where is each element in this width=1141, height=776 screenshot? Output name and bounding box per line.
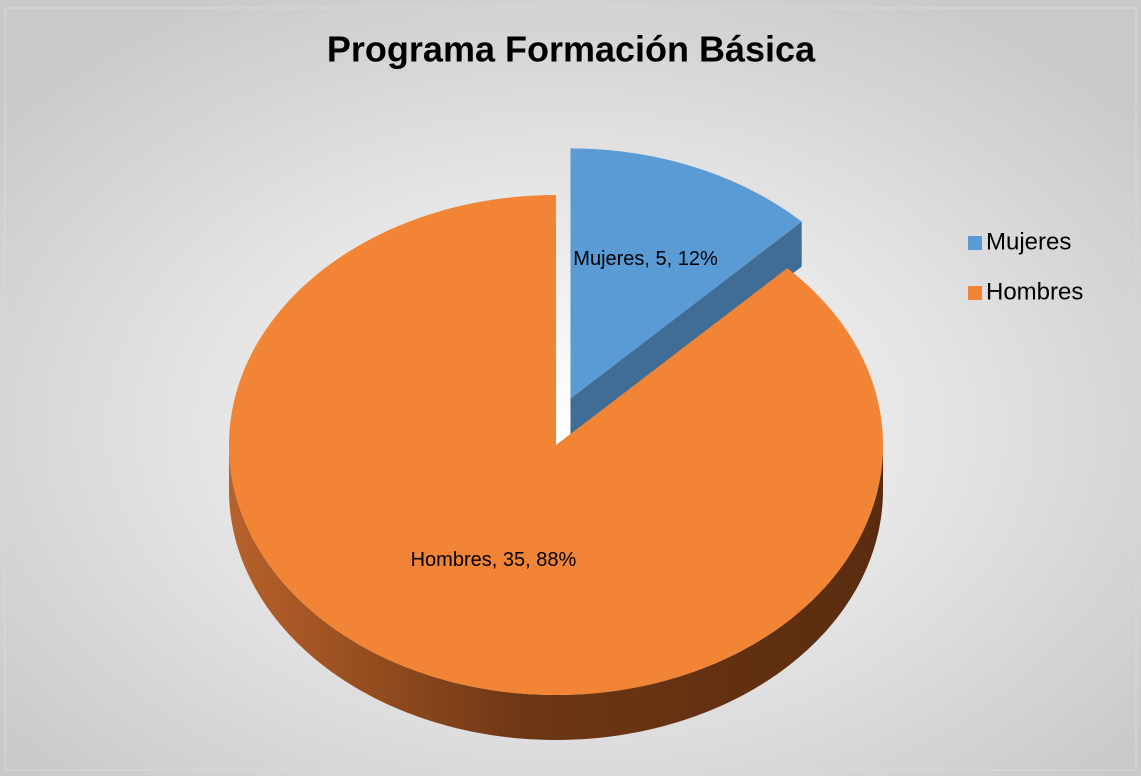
data-label: Hombres, 35, 88% [411, 549, 577, 571]
frame [4, 7, 1137, 771]
legend-swatch [968, 286, 982, 300]
slice [570, 148, 802, 399]
legend-label: Hombres [986, 278, 1083, 305]
slice [229, 195, 883, 695]
chart-title: Programa Formación Básica [327, 29, 816, 70]
slice-cut-face [570, 221, 802, 444]
legend-swatch [968, 236, 982, 250]
slice-side [229, 445, 883, 740]
data-label: Mujeres, 5, 12% [573, 248, 718, 270]
legend-label: Mujeres [986, 228, 1071, 255]
